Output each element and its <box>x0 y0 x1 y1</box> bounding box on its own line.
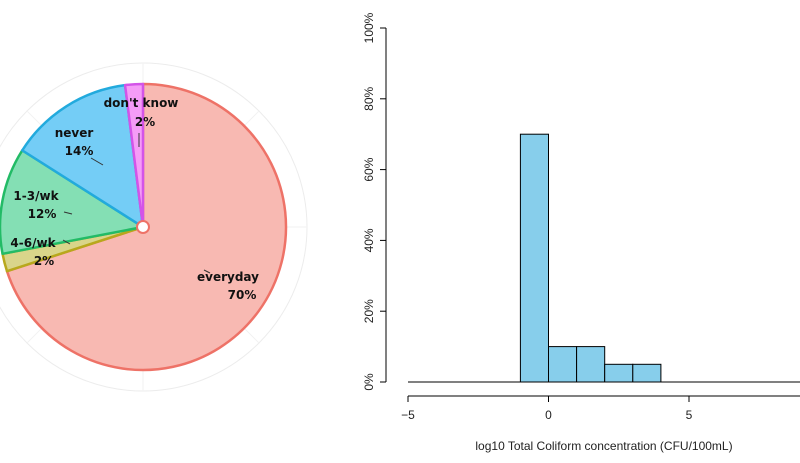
hist-bar-1 <box>548 346 578 383</box>
label-leader-line <box>203 269 211 274</box>
slice-label-1: 4-6/wk <box>10 236 56 250</box>
y-tick-label: 60% <box>362 157 376 181</box>
slice-pct-3: 14% <box>65 144 94 158</box>
x-tick-label: 0 <box>545 408 552 422</box>
label-leader-line <box>90 157 104 166</box>
hist-bar-2 <box>576 346 606 383</box>
slice-label-4: don't know <box>104 96 179 110</box>
hist-bar-3 <box>604 363 634 383</box>
hist-bar-0 <box>519 133 550 383</box>
pie-slice-2 <box>0 149 145 256</box>
histogram-chart: 0% 20% 40% 60% 80% 100% −5 0 5 log10 Total Colifo… <box>362 12 800 453</box>
y-tick-label: 0% <box>362 373 376 391</box>
pie-chart: everyday 70% 4-6/wk 2% 1-3/wk 12% never 14% don'… <box>0 62 308 392</box>
label-leader-line <box>63 211 73 215</box>
y-tick-label: 40% <box>362 228 376 252</box>
x-tick-label: 5 <box>686 408 693 422</box>
hist-bar-4 <box>632 363 662 383</box>
slice-label-0: everyday <box>197 270 259 284</box>
slice-label-2: 1-3/wk <box>13 189 59 203</box>
pie-slice-4 <box>123 82 145 229</box>
slice-label-3: never <box>55 126 94 140</box>
slice-pct-1: 2% <box>34 254 54 268</box>
slice-pct-2: 12% <box>28 207 57 221</box>
slice-pct-4: 2% <box>135 115 155 129</box>
pie-center-hole <box>136 220 150 234</box>
y-tick-label: 100% <box>362 12 376 43</box>
x-axis-title: log10 Total Coliform concentration (CFU/… <box>475 439 732 453</box>
label-leader-line <box>62 239 71 245</box>
y-tick-label: 20% <box>362 299 376 323</box>
pie-slice-3 <box>21 83 145 229</box>
x-tick-label: −5 <box>401 408 415 422</box>
slice-pct-0: 70% <box>228 288 257 302</box>
y-tick-label: 80% <box>362 86 376 110</box>
